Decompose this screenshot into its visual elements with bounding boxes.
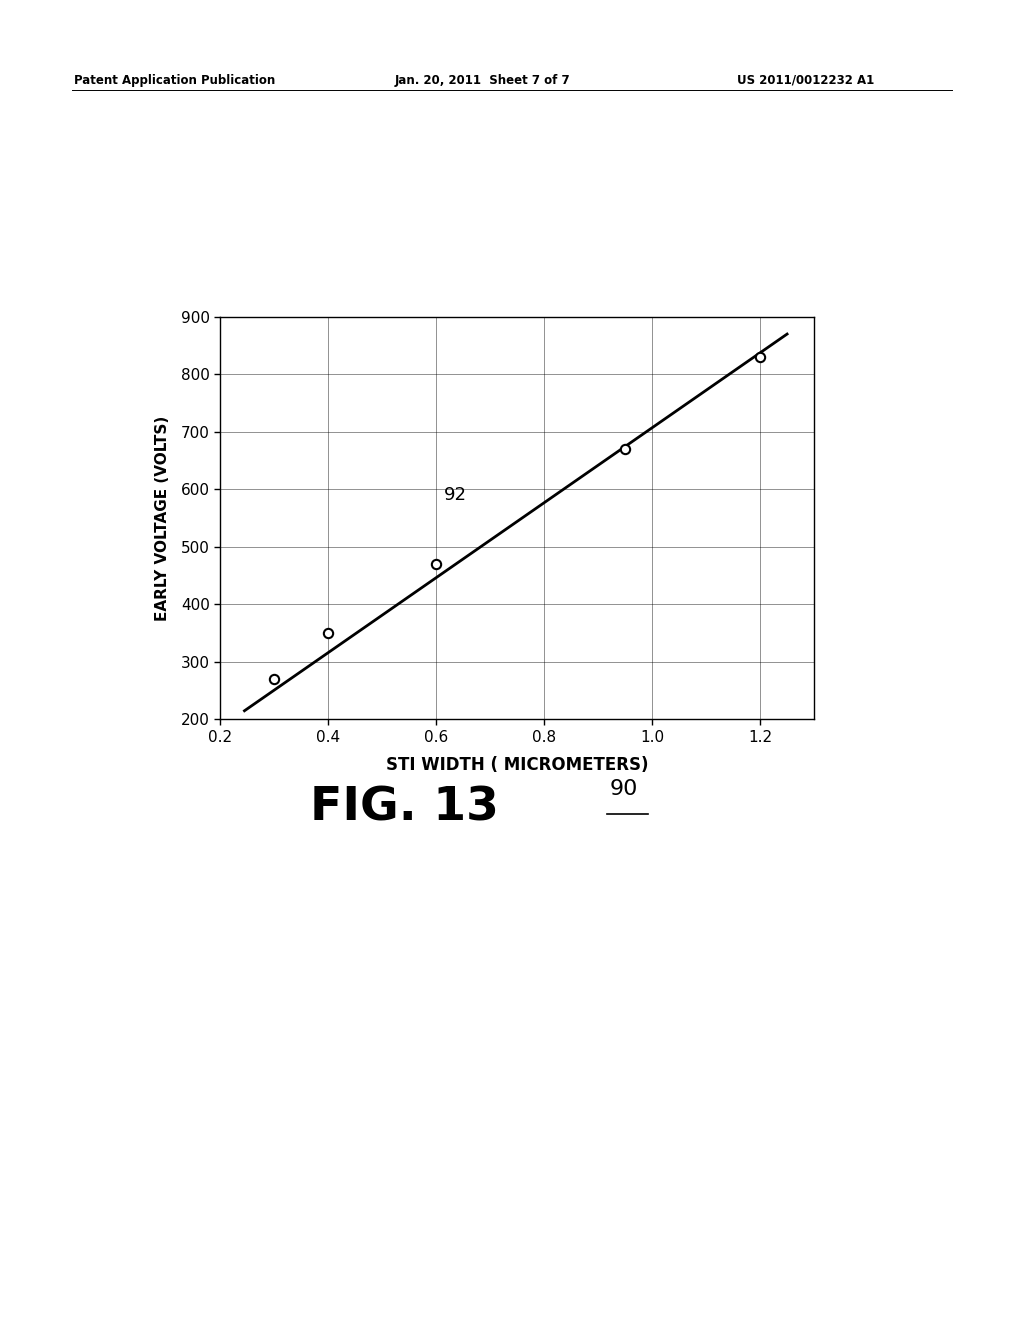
Point bbox=[752, 346, 768, 367]
Text: Jan. 20, 2011  Sheet 7 of 7: Jan. 20, 2011 Sheet 7 of 7 bbox=[394, 74, 570, 87]
X-axis label: STI WIDTH ( MICROMETERS): STI WIDTH ( MICROMETERS) bbox=[386, 756, 648, 774]
Point bbox=[266, 668, 283, 689]
Point bbox=[616, 438, 633, 459]
Text: 92: 92 bbox=[444, 486, 467, 504]
Text: FIG. 13: FIG. 13 bbox=[310, 785, 499, 830]
Text: US 2011/0012232 A1: US 2011/0012232 A1 bbox=[737, 74, 874, 87]
Y-axis label: EARLY VOLTAGE (VOLTS): EARLY VOLTAGE (VOLTS) bbox=[155, 416, 170, 620]
Point bbox=[319, 623, 336, 644]
Text: Patent Application Publication: Patent Application Publication bbox=[74, 74, 275, 87]
Point bbox=[428, 553, 444, 574]
Text: 90: 90 bbox=[609, 779, 638, 799]
